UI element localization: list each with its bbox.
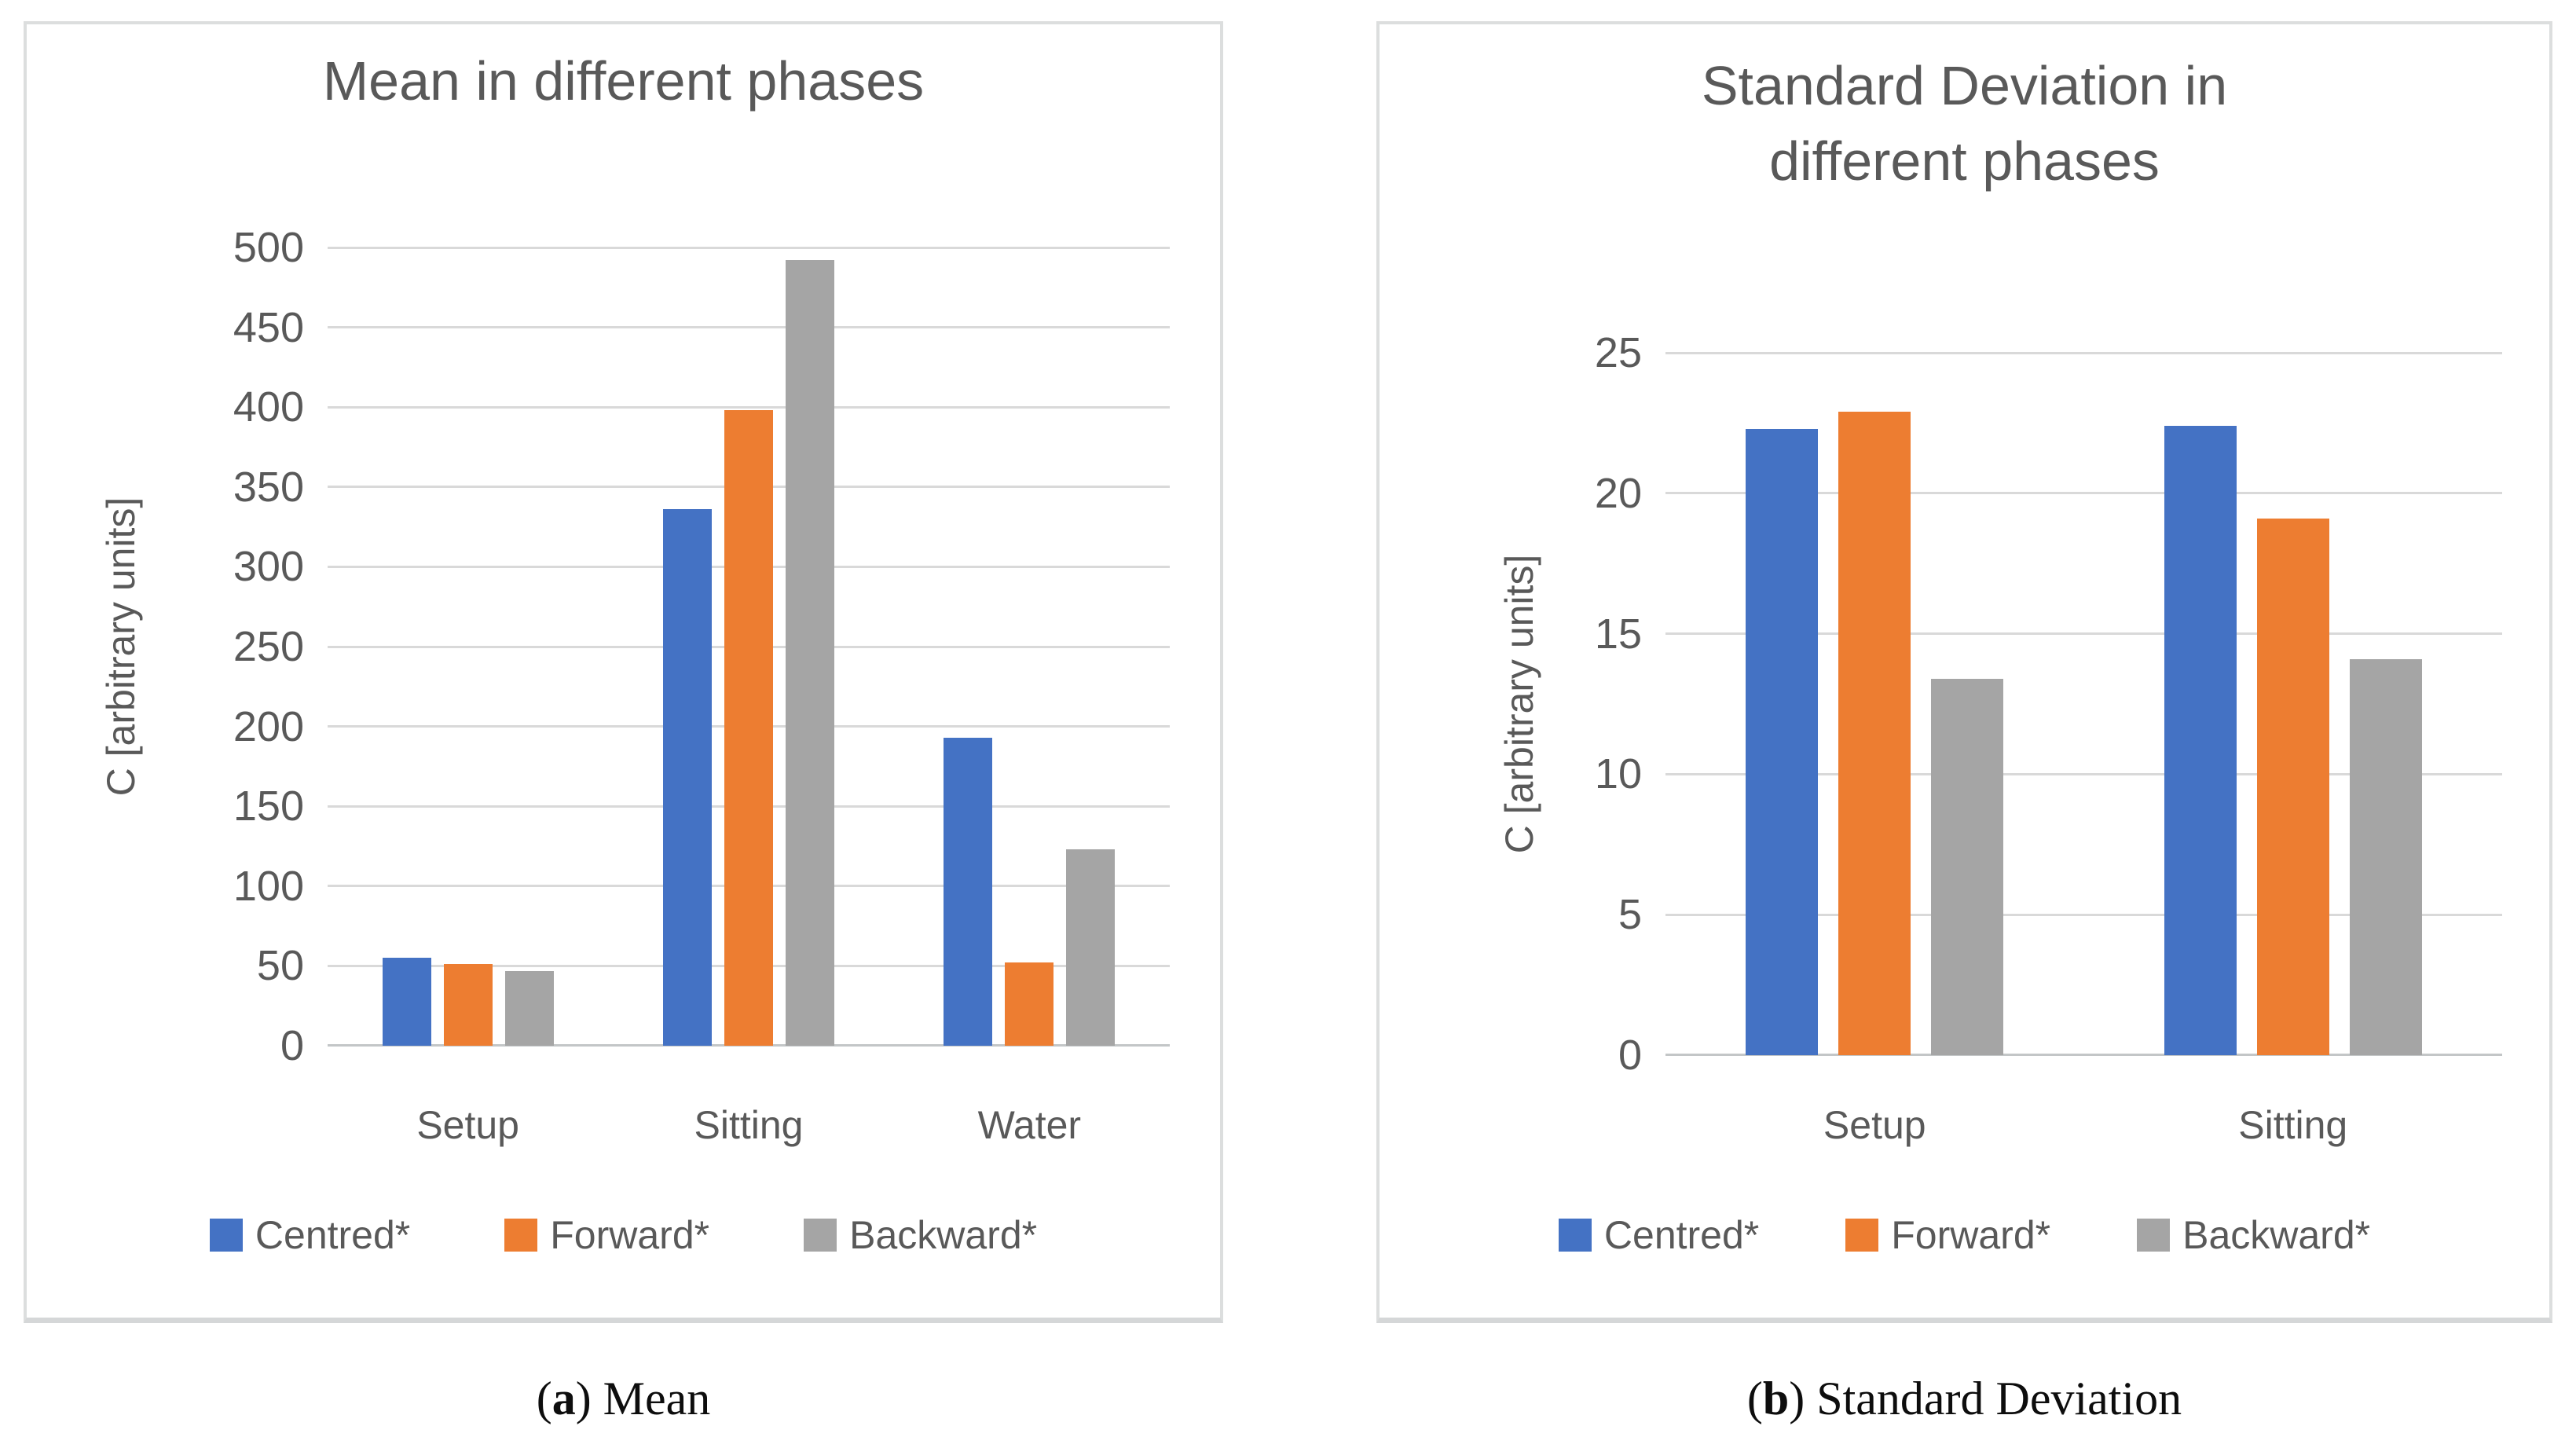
x-axis-line (1665, 1054, 2502, 1056)
chart-title-line: different phases (1769, 130, 2160, 192)
y-axis-title: C [arbitrary units] (1497, 554, 1541, 854)
bar-forward-setup (443, 964, 493, 1046)
legend-label: Forward* (1891, 1213, 2051, 1257)
legend: Centred* Forward* Backward* (1380, 1212, 2549, 1258)
chart-title-line: Standard Deviation in (1701, 55, 2228, 116)
gridline (328, 246, 1170, 249)
sd-chart-panel: Standard Deviation in different phases C [… (1376, 21, 2552, 1323)
legend-label: Centred* (255, 1213, 411, 1257)
bar-group-sitting (2084, 353, 2503, 1055)
mean-chart-panel: Mean in different phases C [arbitrary uni… (24, 21, 1223, 1323)
y-tick-label: 0 (280, 1022, 304, 1069)
y-tick-label: 25 (1594, 329, 1642, 376)
y-tick-label: 100 (233, 862, 304, 910)
x-axis-labels: Setup Sitting Water (328, 1102, 1170, 1148)
legend-item-backward: Backward* (2137, 1212, 2370, 1258)
y-tick-label: 10 (1594, 750, 1642, 798)
bar-centred-water (944, 737, 993, 1046)
y-tick-label: 450 (233, 303, 304, 351)
gridline (1665, 772, 2502, 775)
legend-swatch-icon (504, 1219, 538, 1252)
bar-backward-setup (504, 970, 554, 1046)
caption-b-pre: ( (1746, 1373, 1763, 1424)
bar-centred-sitting (662, 509, 712, 1046)
x-axis-label-setup: Setup (416, 1103, 519, 1147)
mean-chart: Mean in different phases C [arbitrary uni… (27, 24, 1220, 1318)
y-tick-label: 350 (233, 463, 304, 511)
sd-chart: Standard Deviation in different phases C [… (1380, 24, 2549, 1318)
y-tick-label: 250 (233, 623, 304, 670)
legend-item-backward: Backward* (804, 1212, 1037, 1258)
x-axis-label-sitting: Sitting (2238, 1103, 2348, 1147)
legend-label: Forward* (550, 1213, 710, 1257)
x-axis-label-water: Water (977, 1103, 1082, 1147)
gridline (1665, 492, 2502, 495)
x-axis-labels: Setup Sitting (1665, 1102, 2502, 1148)
bar-centred-setup (382, 958, 431, 1046)
y-tick-label: 0 (1618, 1032, 1642, 1079)
y-tick-label: 500 (233, 224, 304, 271)
y-tick-label: 300 (233, 543, 304, 591)
legend-item-centred: Centred* (209, 1212, 411, 1258)
gridline (328, 405, 1170, 409)
caption-b-letter: b (1762, 1373, 1790, 1424)
caption-a: (a) Mean (24, 1369, 1223, 1428)
legend-item-forward: Forward* (1845, 1212, 2050, 1258)
plot-area (1665, 353, 2502, 1055)
caption-a-pre: ( (536, 1373, 552, 1424)
legend-item-centred: Centred* (1558, 1212, 1760, 1258)
bar-backward-sitting (785, 260, 834, 1046)
legend-swatch-icon (804, 1219, 837, 1252)
y-tick-label: 5 (1618, 891, 1642, 939)
bar-backward-sitting (2349, 658, 2422, 1055)
bar-group-setup (328, 247, 608, 1046)
bar-group-water (889, 247, 1170, 1046)
legend-label: Backward* (2182, 1213, 2371, 1257)
legend-swatch-icon (1558, 1219, 1592, 1252)
legend: Centred* Forward* Backward* (27, 1212, 1220, 1258)
bar-forward-water (1005, 962, 1054, 1046)
bar-forward-setup (1838, 412, 1911, 1055)
x-axis-label-sitting: Sitting (694, 1103, 804, 1147)
legend-swatch-icon (2137, 1219, 2171, 1252)
chart-title-line: Mean in different phases (322, 50, 925, 112)
gridline (1665, 351, 2502, 354)
chart-title: Mean in different phases (27, 43, 1220, 119)
y-tick-label: 50 (256, 942, 304, 990)
plot-area (328, 247, 1170, 1046)
gridline (328, 326, 1170, 329)
y-tick-label: 400 (233, 383, 304, 431)
legend-label: Backward* (849, 1213, 1038, 1257)
legend-label: Centred* (1603, 1213, 1760, 1257)
bar-forward-sitting (724, 410, 773, 1046)
bar-group-setup (1665, 353, 2084, 1055)
y-tick-label: 200 (233, 702, 304, 750)
chart-title: Standard Deviation in different phases (1380, 48, 2549, 199)
y-tick-label: 20 (1594, 469, 1642, 517)
gridline (1665, 913, 2502, 916)
bar-backward-water (1066, 849, 1116, 1046)
caption-a-post: ) Mean (575, 1373, 711, 1424)
x-axis-label-setup: Setup (1823, 1103, 1926, 1147)
legend-item-forward: Forward* (504, 1212, 709, 1258)
caption-b: (b) Standard Deviation (1376, 1369, 2552, 1428)
legend-swatch-icon (1845, 1219, 1879, 1252)
bar-backward-setup (1931, 678, 2004, 1055)
caption-b-post: ) Standard Deviation (1789, 1373, 2182, 1424)
bar-group-sitting (608, 247, 889, 1046)
caption-a-letter: a (551, 1373, 576, 1424)
bar-forward-sitting (2256, 518, 2329, 1055)
y-tick-label: 150 (233, 783, 304, 830)
bar-centred-sitting (2164, 425, 2237, 1055)
y-tick-label: 15 (1594, 610, 1642, 658)
bar-centred-setup (1746, 428, 1819, 1055)
gridline (1665, 632, 2502, 636)
legend-swatch-icon (209, 1219, 243, 1252)
